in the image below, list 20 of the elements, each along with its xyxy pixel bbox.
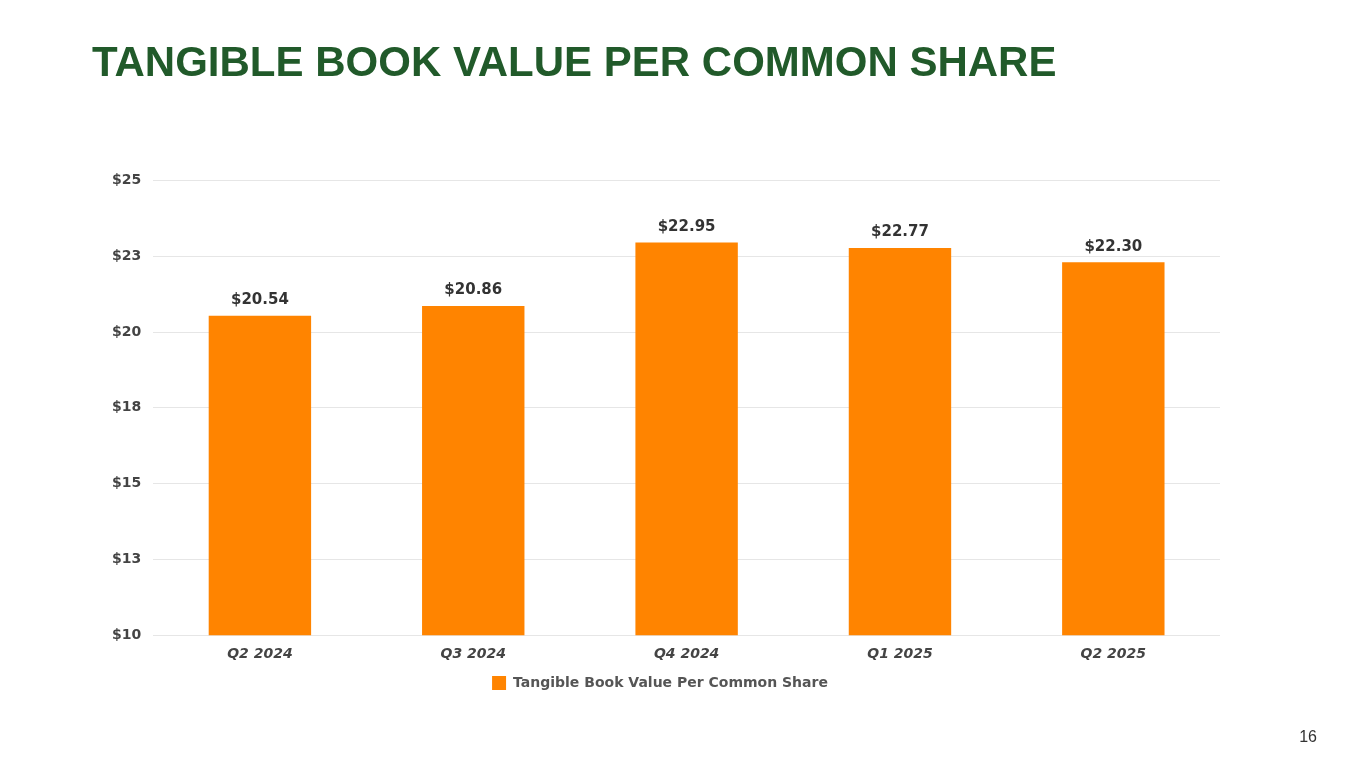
x-tick-label: Q3 2024 <box>440 645 506 662</box>
data-label: $20.86 <box>444 280 503 299</box>
data-label: $22.30 <box>1084 236 1143 255</box>
y-tick-label: $18 <box>111 398 142 415</box>
data-label: $22.77 <box>871 222 929 241</box>
legend-label: Tangible Book Value Per Common Share <box>513 673 828 690</box>
text: 16 <box>1299 728 1317 746</box>
x-tick-label: Q2 2025 <box>1080 645 1147 662</box>
x-tick-label: Q4 2024 <box>653 645 720 662</box>
y-tick-label: $20 <box>111 322 142 339</box>
y-tick-label: $25 <box>111 171 142 188</box>
data-label: $20.54 <box>230 290 289 309</box>
y-tick-label: $13 <box>111 550 142 567</box>
y-tick-label: $23 <box>111 246 142 263</box>
y-tick-label: $15 <box>111 474 142 491</box>
x-tick-label: Q2 2024 <box>227 645 293 662</box>
data-label: $22.95 <box>657 216 716 235</box>
chart-title: TANGIBLE BOOK VALUE PER COMMON SHARE <box>92 38 1057 86</box>
x-tick-label: Q1 2025 <box>867 645 933 662</box>
y-tick-label: $10 <box>111 625 142 642</box>
